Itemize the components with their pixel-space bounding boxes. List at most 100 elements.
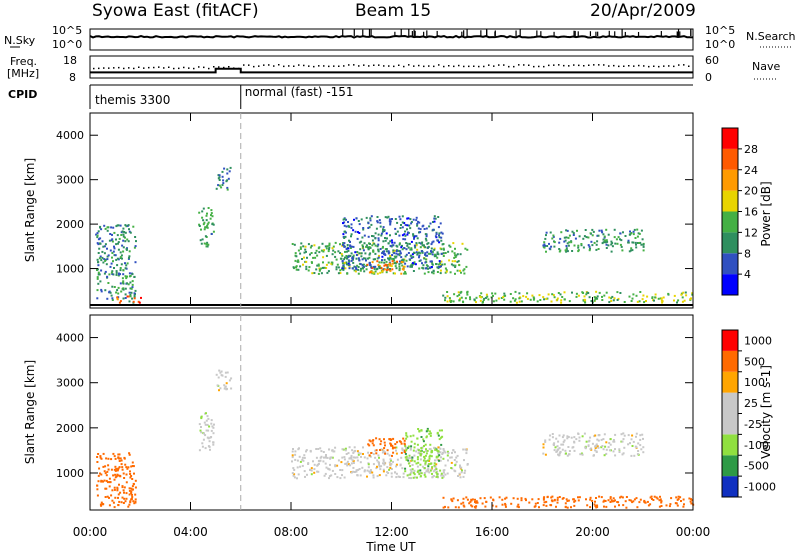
- data-cell: [596, 445, 599, 448]
- data-cell: [129, 287, 132, 290]
- data-cell: [123, 231, 126, 233]
- data-cell: [392, 272, 395, 275]
- data-cell: [326, 456, 329, 459]
- data-cell: [636, 453, 639, 456]
- data-cell: [203, 221, 206, 224]
- data-cell: [509, 293, 512, 295]
- data-cell: [603, 433, 606, 436]
- data-cell: [444, 451, 447, 454]
- data-cell: [504, 502, 507, 505]
- data-cell: [563, 439, 566, 442]
- data-cell: [433, 446, 436, 449]
- data-cell: [423, 445, 425, 447]
- data-cell: [356, 264, 359, 267]
- data-cell: [618, 451, 621, 453]
- data-cell: [424, 261, 427, 264]
- data-cell: [586, 504, 589, 507]
- data-cell: [652, 499, 655, 501]
- data-cell: [427, 252, 430, 255]
- data-cell: [429, 252, 432, 255]
- date-label: 20/Apr/2009: [590, 1, 696, 21]
- data-cell: [596, 506, 599, 508]
- data-cell: [563, 236, 566, 239]
- data-cell: [106, 226, 109, 229]
- data-cell: [368, 439, 371, 442]
- data-cell: [402, 268, 405, 271]
- data-cell: [104, 270, 107, 273]
- data-cell: [343, 476, 346, 479]
- data-cell: [304, 248, 307, 251]
- y-tick-label: 3000: [56, 174, 84, 187]
- data-cell: [437, 450, 440, 453]
- data-cell: [445, 270, 448, 273]
- data-cell: [524, 497, 527, 500]
- data-cell: [332, 245, 335, 248]
- data-cell: [312, 460, 314, 463]
- data-cell: [642, 451, 645, 454]
- data-cell: [643, 500, 646, 503]
- data-cell: [122, 273, 125, 276]
- nave-dot: [558, 64, 560, 66]
- data-cell: [374, 456, 377, 459]
- data-cell: [367, 248, 370, 251]
- data-cell: [129, 294, 132, 296]
- data-cell: [207, 445, 210, 448]
- nave-dot: [653, 65, 655, 67]
- data-cell: [227, 177, 230, 180]
- data-cell: [552, 235, 555, 238]
- data-cell: [117, 453, 120, 456]
- data-cell: [122, 297, 125, 300]
- data-cell: [449, 456, 452, 459]
- data-cell: [458, 264, 461, 267]
- data-cell: [357, 268, 360, 271]
- data-cell: [212, 230, 215, 233]
- data-cell: [119, 282, 122, 285]
- data-cell: [376, 459, 379, 462]
- data-cell: [413, 235, 416, 238]
- data-cell: [389, 220, 392, 223]
- data-cell: [518, 300, 521, 303]
- data-cell: [296, 477, 298, 480]
- data-cell: [206, 241, 209, 244]
- data-cell: [305, 265, 308, 268]
- data-cell: [108, 504, 111, 507]
- data-cell: [568, 453, 570, 456]
- data-cell: [545, 250, 547, 253]
- data-cell: [207, 207, 210, 209]
- data-cell: [200, 417, 203, 420]
- data-cell: [363, 469, 366, 472]
- data-cell: [639, 291, 642, 293]
- data-cell: [433, 220, 436, 223]
- data-cell: [430, 468, 433, 471]
- data-cell: [574, 499, 577, 502]
- data-cell: [322, 451, 325, 453]
- data-cell: [228, 170, 231, 173]
- data-cell: [573, 504, 576, 507]
- data-cell: [432, 240, 435, 243]
- data-cell: [377, 256, 380, 259]
- data-cell: [417, 220, 419, 223]
- freq-tick-top: 18: [63, 54, 77, 67]
- data-cell: [436, 266, 439, 269]
- data-cell: [568, 300, 571, 303]
- data-cell: [395, 476, 398, 479]
- data-cell: [360, 252, 363, 255]
- data-cell: [657, 297, 660, 300]
- data-cell: [374, 244, 377, 247]
- data-cell: [299, 465, 302, 468]
- data-cell: [357, 453, 360, 456]
- data-cell: [339, 243, 341, 246]
- data-cell: [491, 504, 494, 507]
- data-cell: [612, 450, 615, 453]
- data-cell: [351, 258, 354, 261]
- data-cell: [315, 268, 318, 271]
- data-cell: [307, 243, 310, 246]
- data-cell: [356, 456, 359, 459]
- data-cell: [433, 217, 436, 220]
- data-cell: [353, 446, 356, 449]
- data-cell: [532, 298, 535, 301]
- data-cell: [115, 238, 117, 241]
- data-cell: [469, 298, 472, 301]
- y-tick-label: 1000: [56, 263, 84, 276]
- data-cell: [550, 504, 553, 507]
